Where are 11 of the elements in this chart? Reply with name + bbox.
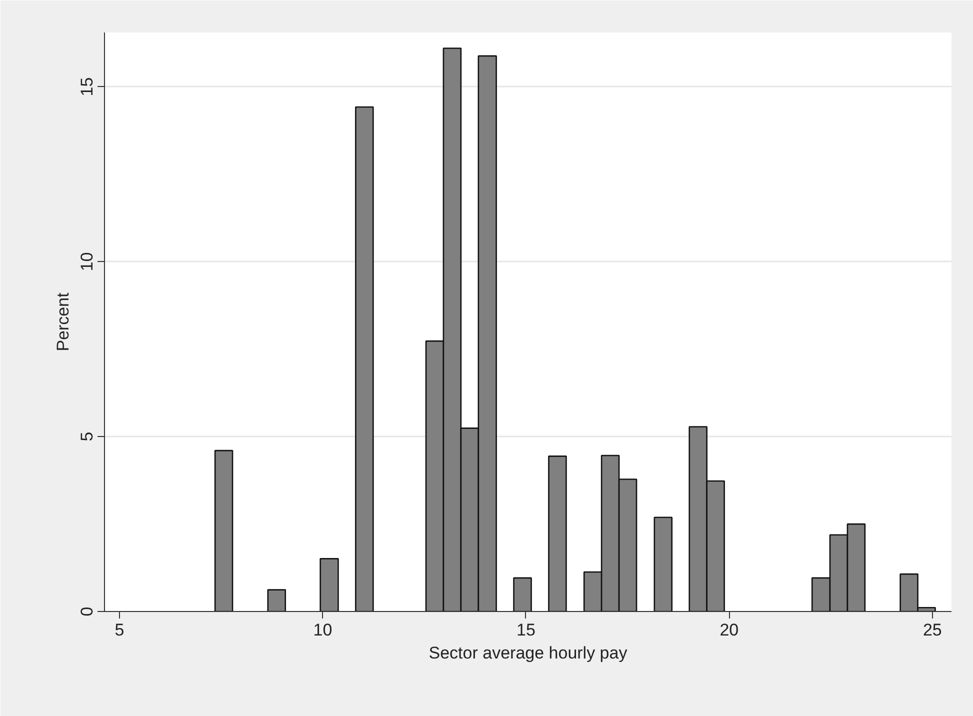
x-tick-label: 25 <box>922 620 942 640</box>
x-axis-title: Sector average hourly pay <box>428 644 628 662</box>
x-tick-label: 5 <box>114 620 124 640</box>
y-tick-label: 0 <box>78 606 96 616</box>
y-axis-title: Percent <box>54 292 72 352</box>
y-tick-label: 5 <box>78 432 96 442</box>
x-tick-label: 10 <box>313 620 332 640</box>
y-tick-label: 10 <box>78 252 96 272</box>
y-tick-label: 15 <box>78 77 96 96</box>
x-tick-label: 15 <box>516 620 536 640</box>
x-tick-label: 20 <box>720 620 739 640</box>
